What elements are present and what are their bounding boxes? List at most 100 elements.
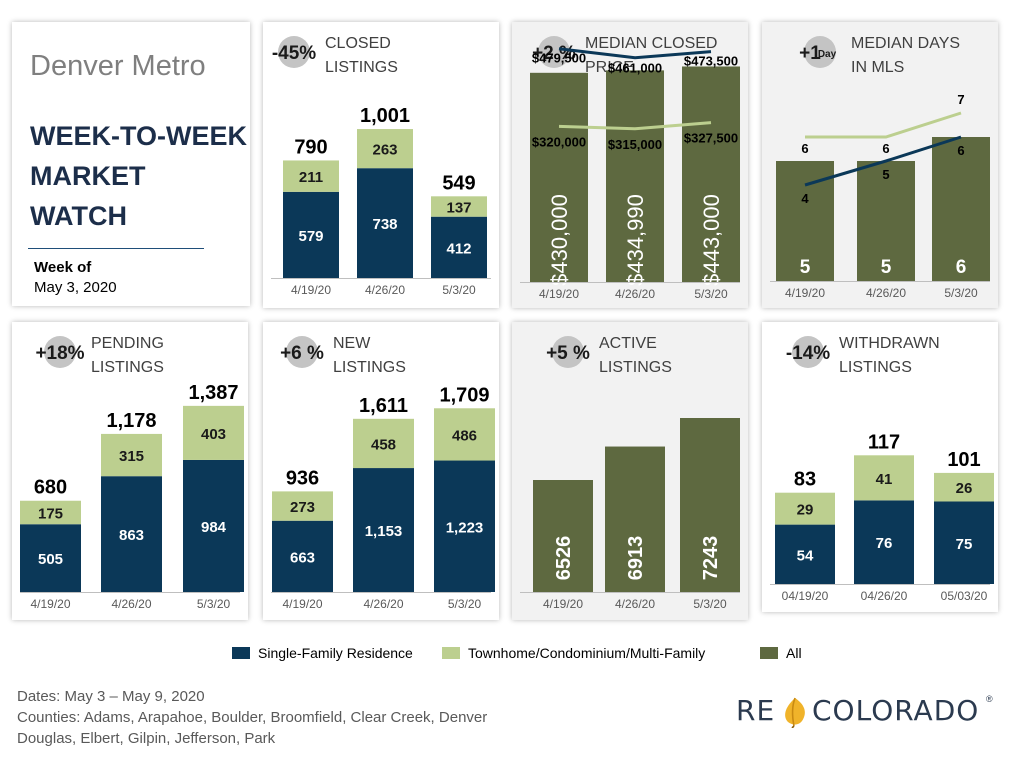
- x-tick-label: 4/26/20: [363, 597, 403, 611]
- legend-item-condo: Townhome/Condominium/Multi-Family: [442, 645, 705, 661]
- data-label-line-sfr: 5: [882, 167, 889, 182]
- data-label-all: 5: [881, 257, 892, 278]
- bar-all: [857, 161, 915, 281]
- data-label-sfr: 738: [372, 216, 397, 233]
- withdrawn-listings-card: -14% WITHDRAWN LISTINGS 54 29 83 76 41 117 75 26 10…: [762, 322, 998, 612]
- data-label-sfr: 1,153: [365, 523, 403, 540]
- legend-item-all: All: [760, 645, 802, 661]
- chart-title: PENDING: [91, 335, 164, 352]
- data-label-line-sfr: 4: [801, 191, 809, 206]
- data-label-condo: 29: [797, 502, 814, 519]
- pending-listings-card: +18% PENDING LISTINGS 505 175 680 863 315 1,178 9…: [12, 322, 248, 620]
- chart-title: LISTINGS: [599, 359, 672, 376]
- chart-title: CLOSED: [325, 35, 391, 52]
- line-condo: [805, 111, 962, 139]
- x-tick-label: 4/19/20: [785, 286, 825, 300]
- logo-text-re: RE: [736, 694, 776, 727]
- data-label-total: 1,178: [106, 410, 156, 432]
- data-label-all: $443,000: [699, 194, 724, 286]
- bar-condo: [431, 196, 487, 217]
- withdrawn-listings-chart: -14% WITHDRAWN LISTINGS 54 29 83 76 41 117 75 26 10…: [770, 335, 994, 603]
- data-label-total: 790: [294, 136, 327, 158]
- new-listings-chart: +6 % NEW LISTINGS 663 273 936 1,153 458 1,611 1,2…: [271, 335, 495, 611]
- bar-sfr: [431, 216, 487, 278]
- data-label-line-condo: $315,000: [608, 137, 662, 152]
- bar-condo: [353, 418, 414, 469]
- legend-label: Townhome/Condominium/Multi-Family: [468, 645, 706, 661]
- bar-condo: [101, 433, 162, 477]
- title-card: Denver Metro WEEK-TO-WEEK MARKET WATCH W…: [12, 22, 250, 306]
- data-label-condo: 486: [452, 427, 477, 444]
- bar-condo: [434, 408, 495, 461]
- data-label-sfr: 76: [876, 535, 893, 552]
- logo-registered-mark: ®: [986, 694, 993, 704]
- data-label-total: 1,709: [439, 384, 489, 406]
- x-tick-label: 4/19/20: [291, 283, 331, 297]
- pending-listings-chart: +18% PENDING LISTINGS 505 175 680 863 315 1,178 9…: [20, 335, 244, 611]
- data-label-sfr: 505: [38, 551, 63, 568]
- bar-sfr: [183, 459, 244, 592]
- change-percent: +18%: [35, 343, 84, 364]
- change-percent: -14%: [786, 343, 830, 364]
- recolorado-logo: RE COLORADO ®: [736, 694, 998, 734]
- x-tick-label: 5/3/20: [944, 286, 978, 300]
- legend-label: All: [786, 645, 802, 661]
- x-tick-label: 5/3/20: [693, 597, 727, 611]
- change-badge: [552, 336, 584, 368]
- chart-title: LISTINGS: [839, 359, 912, 376]
- data-label-condo: 175: [38, 505, 63, 522]
- chart-title: LISTINGS: [333, 359, 406, 376]
- data-label-condo: 458: [371, 436, 396, 453]
- change-badge: [278, 36, 310, 68]
- active-listings-chart: +5 % ACTIVE LISTINGS 6526 6913 7243 4/19/20 4/2…: [520, 335, 740, 611]
- week-label: Week of: [34, 259, 92, 276]
- bar-condo: [20, 500, 81, 525]
- x-tick-label: 4/26/20: [111, 597, 151, 611]
- data-label-all: 6: [956, 257, 967, 278]
- median-closed-price-card: +2 % MEDIAN CLOSED PRICE $430,000 $434,990 $4…: [512, 22, 748, 308]
- data-label-total: 101: [947, 449, 980, 471]
- data-label-condo: 403: [201, 426, 226, 443]
- bar-all: [606, 70, 664, 282]
- bar-all: [530, 72, 588, 282]
- bar-condo: [775, 492, 835, 525]
- x-tick-label: 4/26/20: [615, 597, 655, 611]
- data-label-all: 6526: [553, 536, 575, 581]
- bar-all: [682, 66, 740, 282]
- bar-all: [605, 446, 665, 592]
- data-label-sfr: 1,223: [446, 519, 484, 536]
- bar-sfr: [934, 501, 994, 584]
- data-label-condo: 211: [299, 169, 323, 186]
- data-label-sfr: 75: [956, 536, 973, 553]
- x-tick-label: 5/3/20: [197, 597, 231, 611]
- bar-all: [776, 161, 834, 281]
- legend-item-sfr: Single-Family Residence: [232, 645, 413, 661]
- closed-listings-chart: -45% CLOSED LISTINGS 579 211 790 738 263 1,001 41…: [271, 35, 491, 297]
- data-label-sfr: 579: [298, 228, 323, 245]
- change-percent: +5 %: [546, 343, 590, 364]
- bar-all: [533, 480, 593, 592]
- change-badge: [792, 336, 824, 368]
- aspen-leaf-icon: [785, 697, 805, 728]
- median-days-card: +1 Day MEDIAN DAYS IN MLS 5 5 6 4 5 6 6 6 7 4/19/20 4/…: [762, 22, 998, 308]
- x-tick-label: 4/19/20: [539, 287, 579, 301]
- x-tick-label: 4/26/20: [365, 283, 405, 297]
- bar-sfr: [434, 460, 495, 592]
- legend-label: Single-Family Residence: [258, 645, 413, 661]
- data-label-total: 680: [34, 477, 67, 499]
- change-badge: [804, 36, 836, 68]
- data-label-line-condo: 7: [957, 92, 964, 107]
- change-percent: +6 %: [280, 343, 324, 364]
- chart-title: WITHDRAWN: [839, 335, 940, 352]
- data-label-total: 936: [286, 467, 319, 489]
- bar-condo: [283, 160, 339, 192]
- footer-notes: Dates: May 3 – May 9, 2020 Counties: Ada…: [17, 686, 487, 749]
- bar-sfr: [272, 520, 333, 592]
- new-listings-card: +6 % NEW LISTINGS 663 273 936 1,153 458 1,611 1,2…: [263, 322, 499, 620]
- chart-title: LISTINGS: [325, 59, 398, 76]
- report-title: WEEK-TO-WEEK MARKET WATCH: [30, 116, 247, 236]
- bar-condo: [357, 129, 413, 169]
- bar-condo: [934, 472, 994, 502]
